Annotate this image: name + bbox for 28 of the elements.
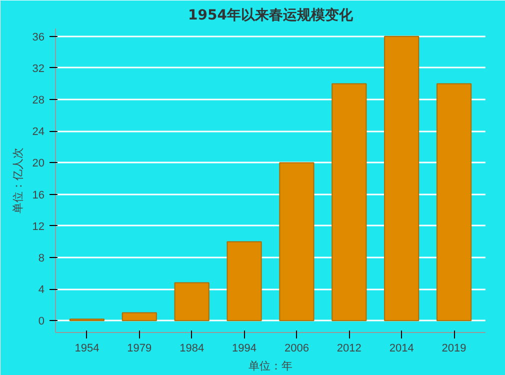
bar bbox=[436, 83, 472, 322]
bar bbox=[384, 36, 420, 322]
y-tick-label: 16 bbox=[32, 189, 45, 202]
x-tick-label: 2012 bbox=[336, 342, 362, 354]
bar bbox=[122, 312, 157, 322]
y-axis-title: 单位：亿人次 bbox=[11, 148, 24, 214]
x-tick-label: 1994 bbox=[232, 342, 257, 354]
bar bbox=[226, 241, 262, 322]
bar bbox=[279, 162, 314, 322]
bar bbox=[332, 83, 367, 322]
x-tick-label: 2006 bbox=[284, 342, 309, 354]
y-tick-label: 8 bbox=[38, 252, 45, 264]
y-tick-label: 28 bbox=[32, 94, 45, 107]
x-tick-label: 1979 bbox=[127, 342, 152, 354]
y-tick-label: 24 bbox=[32, 126, 45, 138]
x-tick-label: 2014 bbox=[389, 342, 414, 354]
x-axis-title: 单位：年 bbox=[248, 360, 292, 372]
y-tick-label: 4 bbox=[38, 284, 45, 296]
y-tick-label: 20 bbox=[32, 158, 45, 170]
x-tick-label: 1954 bbox=[74, 342, 100, 354]
y-tick-label: 32 bbox=[32, 62, 45, 75]
y-tick-label: 12 bbox=[32, 220, 45, 233]
x-tick-label: 1984 bbox=[180, 342, 204, 354]
y-tick-label: 0 bbox=[38, 316, 45, 328]
chart-title: 1954年以来春运规模变化 bbox=[188, 6, 354, 24]
bar bbox=[174, 282, 210, 322]
y-tick-label: 36 bbox=[32, 31, 45, 44]
x-tick-label: 2019 bbox=[442, 342, 466, 354]
